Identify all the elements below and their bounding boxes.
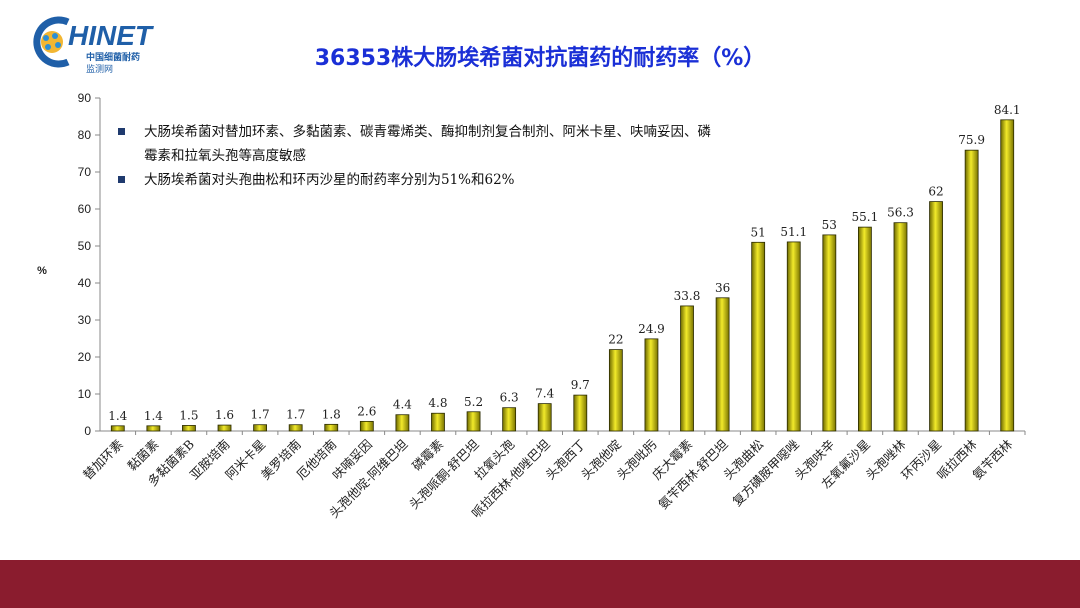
- data-label: 7.4: [535, 387, 554, 401]
- data-label: 33.8: [674, 289, 701, 303]
- logo-subtitle: 中国细菌耐药: [86, 53, 141, 63]
- data-label: 1.4: [108, 409, 127, 423]
- data-label: 2.6: [357, 404, 376, 418]
- bar: [786, 241, 801, 432]
- data-label: 55.1: [852, 210, 879, 224]
- data-label: 84.1: [994, 103, 1021, 117]
- data-label: 56.3: [887, 206, 914, 220]
- data-label: 22: [608, 333, 623, 347]
- bar: [680, 305, 694, 432]
- y-tick-label: 0: [84, 424, 91, 438]
- data-label: 53: [822, 218, 837, 232]
- chart-notes: 大肠埃希菌对替加环素、多黏菌素、碳青霉烯类、酶抑制剂复合制剂、阿米卡星、呋喃妥因…: [118, 120, 718, 192]
- note-text: 大肠埃希菌对头孢曲松和环丙沙星的耐药率分别为51%和62%: [144, 172, 515, 188]
- bar: [288, 424, 303, 432]
- bar: [1000, 119, 1015, 432]
- data-label: 5.2: [464, 395, 483, 409]
- logo-word: HINET: [68, 20, 152, 51]
- bottom-band: [0, 560, 1080, 608]
- data-label: 6.3: [500, 391, 519, 405]
- chinet-logo: HINET 中国细菌耐药 监测网: [28, 14, 188, 76]
- bar: [359, 420, 374, 432]
- y-tick-label: 20: [78, 350, 92, 364]
- bar: [431, 412, 445, 432]
- bar: [502, 407, 517, 432]
- logo-emblem-icon: [33, 16, 70, 68]
- chart-title: 36353株大肠埃希菌对抗菌药的耐药率（%）: [314, 46, 766, 71]
- note-item: 大肠埃希菌对替加环素、多黏菌素、碳青霉烯类、酶抑制剂复合制剂、阿米卡星、呋喃妥因…: [118, 120, 718, 168]
- data-label: 1.6: [215, 408, 234, 422]
- data-label: 36: [715, 281, 730, 295]
- bar: [822, 234, 837, 432]
- data-label: 1.7: [251, 408, 270, 422]
- data-label: 75.9: [958, 133, 985, 147]
- y-tick-label: 60: [78, 202, 92, 216]
- data-label: 24.9: [638, 322, 665, 336]
- data-label: 4.4: [393, 398, 412, 412]
- bar: [893, 222, 908, 432]
- x-tick-label: 替加环素: [80, 437, 126, 483]
- bar: [324, 423, 339, 432]
- x-tick-label: 氨苄西林: [969, 436, 1015, 482]
- bar: [608, 349, 623, 432]
- y-tick-label: 90: [78, 91, 92, 105]
- square-bullet-icon: [118, 128, 125, 135]
- y-tick-label: 50: [78, 239, 92, 253]
- bar-chart: 0102030405060708090%1.4替加环素1.4黏菌素1.5多黏菌素…: [37, 91, 1026, 521]
- bar: [253, 424, 267, 432]
- y-tick-label: 40: [78, 276, 92, 290]
- data-label: 4.8: [428, 396, 447, 410]
- bar: [573, 394, 588, 432]
- y-tick-label: 30: [78, 313, 92, 327]
- data-label: 1.7: [286, 408, 305, 422]
- data-label: 51: [751, 225, 766, 239]
- bar: [146, 425, 161, 432]
- data-label: 9.7: [571, 378, 590, 392]
- y-axis-label: %: [37, 265, 47, 277]
- square-bullet-icon: [118, 176, 125, 183]
- bar: [858, 226, 872, 432]
- bar: [715, 297, 730, 432]
- data-label: 62: [928, 185, 943, 199]
- note-text: 大肠埃希菌对替加环素、多黏菌素、碳青霉烯类、酶抑制剂复合制剂、阿米卡星、呋喃妥因…: [144, 124, 711, 164]
- logo-subtitle-2: 监测网: [86, 65, 114, 75]
- data-label: 51.1: [780, 225, 807, 239]
- y-tick-label: 70: [78, 165, 92, 179]
- data-label: 1.5: [179, 408, 198, 422]
- data-label: 1.4: [144, 409, 163, 423]
- bar: [964, 149, 979, 432]
- bar: [537, 403, 552, 432]
- bar: [466, 411, 481, 432]
- note-item: 大肠埃希菌对头孢曲松和环丙沙星的耐药率分别为51%和62%: [118, 168, 718, 192]
- bar: [182, 425, 196, 432]
- bar: [217, 424, 232, 432]
- data-label: 1.8: [322, 407, 341, 421]
- bar: [644, 338, 659, 432]
- bar: [395, 414, 410, 432]
- bar: [751, 241, 766, 432]
- y-tick-label: 10: [78, 387, 92, 401]
- bar: [110, 425, 125, 432]
- bar: [929, 201, 943, 432]
- y-tick-label: 80: [78, 128, 92, 142]
